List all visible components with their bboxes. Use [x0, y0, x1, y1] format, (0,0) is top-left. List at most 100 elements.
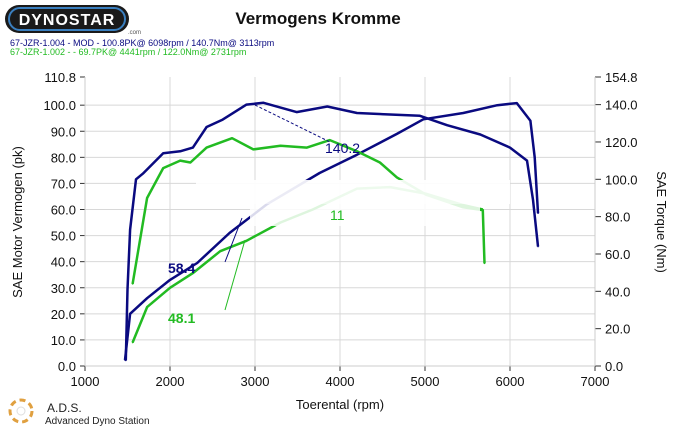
x-tick-label: 6000	[496, 374, 525, 389]
data-point	[396, 133, 398, 135]
y-tick-label: 40.0	[51, 255, 76, 270]
data-point	[526, 159, 528, 162]
data-point	[205, 126, 208, 128]
data-point	[326, 105, 329, 108]
axes: 1000 2000 3000 4000 5000 6000 70000.010.020.03…	[43, 70, 637, 389]
ads-name: Advanced Dyno Station	[45, 416, 150, 427]
data-point	[245, 103, 248, 106]
ads-abbr: A.D.S.	[47, 401, 82, 415]
y2-tick-label: 60.0	[605, 247, 630, 262]
data-point	[192, 146, 194, 149]
x-tick-label: 1000	[71, 374, 100, 389]
y-tick-label: 10.0	[51, 333, 76, 348]
ads-logo: A.D.S. Advanced Dyno Station	[8, 398, 150, 427]
data-point	[146, 306, 148, 308]
data-point	[131, 283, 134, 285]
annotation-stock-power: 48.1	[168, 310, 195, 326]
data-point	[329, 139, 331, 141]
data-point	[162, 152, 164, 154]
y2-axis-label: SAE Torque (Nm)	[654, 171, 669, 273]
data-point	[419, 115, 421, 117]
data-point	[509, 146, 511, 149]
y-tick-label: 50.0	[51, 229, 76, 244]
data-point	[219, 250, 221, 253]
chart-title: Vermogens Kromme	[235, 9, 400, 28]
y2-tick-label: 0.0	[605, 359, 623, 374]
y-tick-label: 60.0	[51, 203, 76, 218]
y-tick-label: 0.0	[58, 359, 76, 374]
data-point	[252, 148, 255, 151]
data-point	[422, 118, 425, 121]
y2-tick-label: 20.0	[605, 322, 630, 337]
data-point	[125, 359, 127, 362]
x-tick-label: 5000	[411, 374, 440, 389]
annotations: 140.2 58.4 48.1 11	[168, 104, 360, 326]
data-point	[135, 178, 137, 181]
data-point	[496, 104, 499, 106]
data-point	[295, 111, 298, 113]
data-point	[189, 161, 192, 164]
annotation-partial: 11	[330, 207, 345, 223]
data-point	[179, 150, 181, 153]
data-point	[318, 172, 321, 174]
y-tick-label: 90.0	[51, 124, 76, 139]
series-line-1	[124, 101, 540, 361]
y-tick-label: 20.0	[51, 307, 76, 322]
y2-tick-label: 100.0	[605, 172, 638, 187]
data-point	[482, 209, 484, 211]
logo-suffix: .com	[128, 30, 141, 36]
data-point	[356, 153, 358, 156]
data-point	[306, 146, 308, 149]
logo-brand: DYNOSTAR	[19, 12, 116, 29]
data-point	[142, 172, 144, 175]
annotation-torque-peak: 140.2	[325, 140, 360, 156]
data-point	[126, 288, 129, 291]
data-point	[479, 133, 482, 136]
y-tick-label: 30.0	[51, 281, 76, 296]
dynostar-logo: DYNOSTAR .com	[5, 5, 141, 36]
data-point	[169, 279, 171, 281]
data-point	[228, 232, 231, 234]
y2-tick-label: 40.0	[605, 284, 630, 299]
data-point	[129, 313, 131, 315]
y-tick-label: 80.0	[51, 150, 76, 165]
y-tick-label: 110.8	[44, 70, 76, 85]
data-point	[483, 262, 486, 265]
data-point	[462, 112, 465, 114]
data-point	[356, 112, 358, 114]
x-tick-label: 7000	[581, 374, 610, 389]
data-point	[231, 137, 233, 140]
data-point	[169, 286, 171, 289]
x-axis-label: Toerental (rpm)	[296, 397, 384, 412]
y2-tick-label: 80.0	[605, 210, 630, 225]
data-point	[196, 262, 198, 264]
data-point	[532, 199, 534, 201]
data-point	[179, 159, 181, 162]
white-occlusion	[196, 180, 510, 226]
y-tick-label: 70.0	[51, 176, 76, 191]
data-point	[446, 124, 448, 126]
data-point	[533, 156, 536, 159]
data-point	[356, 150, 358, 153]
x-tick-label: 3000	[241, 374, 270, 389]
data-point	[146, 297, 148, 299]
data-point	[537, 212, 539, 214]
legend-entry-stock: 67-JZR-1.002 - - 69.7PK@ 4441rpm / 122.0…	[10, 47, 246, 57]
data-point	[516, 102, 518, 104]
y-axis-label: SAE Motor Vermogen (pk)	[10, 146, 25, 298]
x-tick-label: 4000	[326, 374, 355, 389]
data-point	[529, 120, 532, 122]
data-point	[279, 144, 282, 147]
data-point	[379, 161, 381, 164]
annotation-mod-power: 58.4	[168, 260, 195, 276]
data-point	[129, 228, 131, 231]
data-point	[146, 197, 148, 199]
data-point	[221, 118, 224, 121]
legend-entry-mod: 67-JZR-1.004 - MOD - 100.8PK@ 6098rpm / …	[10, 38, 274, 48]
y-tick-label: 100.0	[43, 98, 76, 113]
data-point	[131, 341, 134, 344]
data-point	[537, 245, 539, 248]
data-point	[205, 146, 208, 149]
x-tick-label: 2000	[156, 374, 185, 389]
